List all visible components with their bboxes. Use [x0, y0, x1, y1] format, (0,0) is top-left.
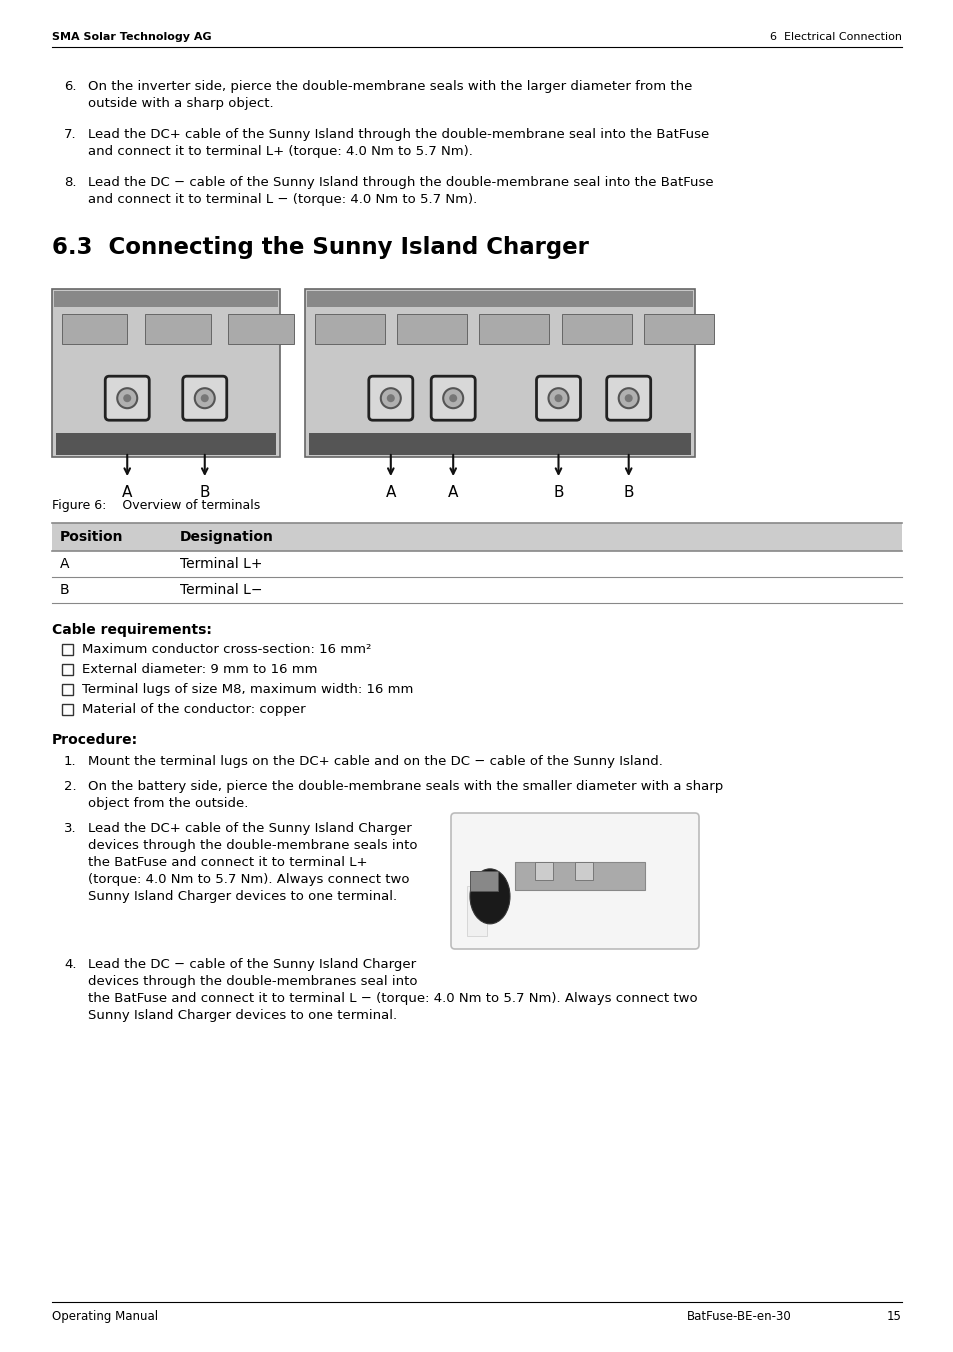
Bar [54, 291, 277, 307]
Bar [62, 314, 127, 343]
Bar [535, 861, 553, 880]
Text: B: B [623, 485, 634, 500]
FancyBboxPatch shape [105, 376, 149, 420]
Text: 4.: 4. [64, 959, 76, 971]
Circle shape [123, 395, 132, 402]
Text: BatFuse-BE-en-30: BatFuse-BE-en-30 [686, 1310, 791, 1324]
Text: Figure 6:    Overview of terminals: Figure 6: Overview of terminals [52, 499, 260, 512]
Text: 8.: 8. [64, 176, 76, 189]
Bar [228, 314, 294, 343]
Circle shape [554, 395, 562, 402]
Text: and connect it to terminal L − (torque: 4.0 Nm to 5.7 Nm).: and connect it to terminal L − (torque: … [88, 193, 476, 206]
Bar [62, 664, 73, 675]
Bar [561, 314, 631, 343]
Bar [467, 887, 486, 937]
Text: Sunny Island Charger devices to one terminal.: Sunny Island Charger devices to one term… [88, 890, 396, 903]
Text: A: A [385, 485, 395, 500]
Text: 15: 15 [886, 1310, 901, 1324]
Circle shape [618, 388, 638, 408]
FancyBboxPatch shape [369, 376, 413, 420]
Text: Procedure:: Procedure: [52, 733, 138, 748]
Text: Terminal L+: Terminal L+ [180, 557, 262, 571]
Text: the BatFuse and connect it to terminal L − (torque: 4.0 Nm to 5.7 Nm). Always co: the BatFuse and connect it to terminal L… [88, 992, 697, 1005]
Bar [56, 433, 275, 456]
Bar [309, 433, 690, 456]
Text: Terminal L−: Terminal L− [180, 583, 262, 598]
Text: 1.: 1. [64, 754, 76, 768]
Text: object from the outside.: object from the outside. [88, 796, 248, 810]
Text: Designation: Designation [180, 530, 274, 544]
Ellipse shape [470, 869, 510, 923]
Bar [515, 861, 644, 890]
Bar [470, 871, 497, 891]
Text: B: B [553, 485, 563, 500]
Text: Cable requirements:: Cable requirements: [52, 623, 212, 637]
Bar [396, 314, 467, 343]
Bar [62, 684, 73, 695]
Bar [62, 644, 73, 654]
Circle shape [194, 388, 214, 408]
Bar [314, 314, 385, 343]
Bar [479, 314, 549, 343]
Text: Position: Position [60, 530, 123, 544]
Circle shape [449, 395, 456, 402]
Text: SMA Solar Technology AG: SMA Solar Technology AG [52, 32, 212, 42]
Circle shape [624, 395, 632, 402]
Text: devices through the double-membrane seals into: devices through the double-membrane seal… [88, 840, 417, 852]
Text: 3.: 3. [64, 822, 76, 836]
Text: Sunny Island Charger devices to one terminal.: Sunny Island Charger devices to one term… [88, 1009, 396, 1022]
Text: and connect it to terminal L+ (torque: 4.0 Nm to 5.7 Nm).: and connect it to terminal L+ (torque: 4… [88, 145, 473, 158]
Text: Lead the DC+ cable of the Sunny Island through the double-membrane seal into the: Lead the DC+ cable of the Sunny Island t… [88, 128, 708, 141]
Text: Terminal lugs of size M8, maximum width: 16 mm: Terminal lugs of size M8, maximum width:… [82, 683, 413, 696]
Circle shape [117, 388, 137, 408]
Text: External diameter: 9 mm to 16 mm: External diameter: 9 mm to 16 mm [82, 662, 317, 676]
Text: 6  Electrical Connection: 6 Electrical Connection [769, 32, 901, 42]
Bar [575, 861, 593, 880]
Bar [145, 314, 211, 343]
Text: 6.: 6. [64, 80, 76, 93]
Bar [52, 523, 901, 552]
Text: Operating Manual: Operating Manual [52, 1310, 158, 1324]
Text: devices through the double-membranes seal into: devices through the double-membranes sea… [88, 975, 417, 988]
FancyBboxPatch shape [431, 376, 475, 420]
FancyBboxPatch shape [183, 376, 227, 420]
Bar [305, 289, 695, 457]
Circle shape [548, 388, 568, 408]
FancyBboxPatch shape [536, 376, 579, 420]
Bar [52, 289, 280, 457]
Bar [307, 291, 692, 307]
Text: 6.3  Connecting the Sunny Island Charger: 6.3 Connecting the Sunny Island Charger [52, 237, 588, 260]
Text: On the inverter side, pierce the double-membrane seals with the larger diameter : On the inverter side, pierce the double-… [88, 80, 692, 93]
Text: 7.: 7. [64, 128, 76, 141]
Circle shape [386, 395, 395, 402]
Text: Mount the terminal lugs on the DC+ cable and on the DC − cable of the Sunny Isla: Mount the terminal lugs on the DC+ cable… [88, 754, 662, 768]
Text: Lead the DC − cable of the Sunny Island through the double-membrane seal into th: Lead the DC − cable of the Sunny Island … [88, 176, 713, 189]
FancyBboxPatch shape [451, 813, 699, 949]
Circle shape [200, 395, 209, 402]
Text: the BatFuse and connect it to terminal L+: the BatFuse and connect it to terminal L… [88, 856, 367, 869]
Text: A: A [122, 485, 132, 500]
Text: Lead the DC − cable of the Sunny Island Charger: Lead the DC − cable of the Sunny Island … [88, 959, 416, 971]
Bar [643, 314, 713, 343]
Text: Lead the DC+ cable of the Sunny Island Charger: Lead the DC+ cable of the Sunny Island C… [88, 822, 412, 836]
Text: (torque: 4.0 Nm to 5.7 Nm). Always connect two: (torque: 4.0 Nm to 5.7 Nm). Always conne… [88, 873, 409, 886]
Bar [62, 704, 73, 715]
Text: B: B [199, 485, 210, 500]
Circle shape [380, 388, 400, 408]
Circle shape [443, 388, 463, 408]
Text: A: A [448, 485, 457, 500]
Text: Maximum conductor cross-section: 16 mm²: Maximum conductor cross-section: 16 mm² [82, 644, 371, 656]
Text: B: B [60, 583, 70, 598]
Text: outside with a sharp object.: outside with a sharp object. [88, 97, 274, 110]
FancyBboxPatch shape [606, 376, 650, 420]
Text: On the battery side, pierce the double-membrane seals with the smaller diameter : On the battery side, pierce the double-m… [88, 780, 722, 794]
Text: A: A [60, 557, 70, 571]
Text: Material of the conductor: copper: Material of the conductor: copper [82, 703, 305, 717]
Text: 2.: 2. [64, 780, 76, 794]
